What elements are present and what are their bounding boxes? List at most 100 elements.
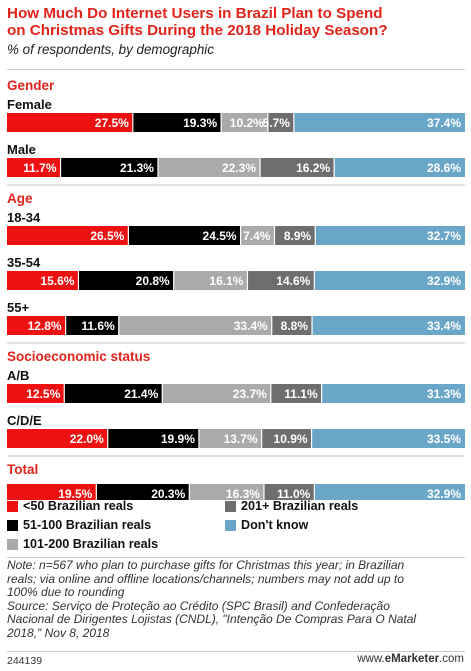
value-label-total-series-5: 32.9% — [427, 487, 461, 500]
value-label-55-series-4: 8.8% — [281, 319, 309, 333]
bar-female-series-5 — [293, 113, 465, 132]
legend-item-dont-know: Don't know — [225, 518, 308, 532]
bar-35-54-series-3 — [173, 271, 248, 290]
legend-label: 101-200 Brazilian reals — [23, 537, 159, 551]
bar-55-series-5 — [312, 316, 465, 335]
source-line: 2018," Nov 8, 2018 — [7, 625, 110, 640]
value-label-a-b-series-2: 21.4% — [124, 387, 158, 401]
legend: <50 Brazilian reals 51-100 Brazilian rea… — [7, 496, 467, 556]
bar-18-34-series-3 — [240, 226, 275, 245]
bar-35-54-series-4 — [247, 271, 315, 290]
bar-total-series-5 — [314, 484, 465, 500]
row-label-18-34: 18-34 — [7, 210, 41, 225]
group-header-total: Total — [7, 462, 38, 477]
top-divider — [7, 69, 465, 70]
value-label-18-34-series-3: 7.4% — [243, 229, 271, 243]
bar-a-b-series-1 — [7, 384, 65, 403]
bar-total-series-2 — [96, 484, 190, 500]
bar-55-series-3 — [118, 316, 272, 335]
bar-c-d-e-series-3 — [198, 429, 262, 448]
brand-url: www.eMarketer.com — [357, 653, 464, 665]
value-label-55-series-2: 11.6% — [81, 319, 115, 333]
legend-swatch — [7, 519, 18, 531]
bar-c-d-e-series-2 — [107, 429, 199, 448]
value-label-18-34-series-2: 24.5% — [203, 229, 237, 243]
footer-divider — [7, 651, 465, 652]
value-label-total-series-2: 20.3% — [151, 487, 185, 500]
value-label-a-b-series-4: 11.1% — [284, 387, 318, 401]
bar-female-series-1 — [7, 113, 133, 132]
chart-title: How Much Do Internet Users in Brazil Pla… — [7, 5, 467, 39]
value-label-c-d-e-series-2: 19.9% — [161, 432, 195, 446]
value-label-35-54-series-2: 20.8% — [136, 274, 170, 288]
value-label-a-b-series-1: 12.5% — [26, 387, 60, 401]
note-line: 100% due to rounding — [7, 585, 125, 600]
bar-35-54-series-2 — [78, 271, 174, 290]
value-label-35-54-series-1: 15.6% — [40, 274, 74, 288]
bar-18-34-series-5 — [315, 226, 465, 245]
value-label-male-series-3: 22.3% — [222, 161, 256, 175]
value-label-total-series-3: 16.3% — [226, 487, 260, 500]
value-label-male-series-4: 16.2% — [296, 161, 330, 175]
legend-item-101-200: 101-200 Brazilian reals — [7, 537, 158, 551]
bar-55-series-2 — [65, 316, 119, 335]
bar-male-series-5 — [334, 158, 465, 177]
bar-a-b-series-3 — [162, 384, 271, 403]
bar-55-series-1 — [7, 316, 66, 335]
row-label-55: 55+ — [7, 300, 29, 315]
chart-note: Note: n=567 who plan to purchase gifts f… — [7, 558, 467, 641]
bar-total-series-3 — [189, 484, 264, 500]
value-label-male-series-2: 21.3% — [120, 161, 154, 175]
legend-item-51-100: 51-100 Brazilian reals — [7, 518, 151, 532]
legend-item-201-plus: 201+ Brazilian reals — [225, 499, 358, 513]
chart-id: 244139 — [7, 655, 43, 667]
bar-a-b-series-5 — [321, 384, 465, 403]
value-label-55-series-1: 12.8% — [28, 319, 62, 333]
brand-prefix: www. — [357, 653, 385, 665]
bar-55-series-4 — [271, 316, 313, 335]
value-label-55-series-3: 33.4% — [234, 319, 268, 333]
bar-male-series-2 — [60, 158, 158, 177]
value-label-c-d-e-series-3: 13.7% — [224, 432, 258, 446]
bar-female-series-4 — [267, 113, 294, 132]
row-label-female: Female — [7, 97, 52, 112]
value-label-female-series-4: 5.7% — [263, 116, 291, 130]
value-label-female-series-1: 27.5% — [95, 116, 129, 130]
value-label-18-34-series-5: 32.7% — [427, 229, 461, 243]
legend-label: 51-100 Brazilian reals — [23, 518, 152, 532]
group-header-age: Age — [7, 191, 33, 206]
value-label-female-series-5: 37.4% — [427, 116, 461, 130]
group-header-socioeconomic-status: Socioeconomic status — [7, 349, 150, 364]
bar-a-b-series-4 — [270, 384, 322, 403]
row-label-c-d-e: C/D/E — [7, 413, 42, 428]
value-label-a-b-series-3: 23.7% — [233, 387, 267, 401]
legend-item-under-50: <50 Brazilian reals — [7, 499, 133, 513]
bar-female-series-3 — [221, 113, 268, 132]
value-label-18-34-series-4: 8.9% — [284, 229, 312, 243]
legend-swatch — [7, 538, 18, 550]
note-line: Note: n=567 who plan to purchase gifts f… — [7, 558, 405, 572]
bar-c-d-e-series-1 — [7, 429, 108, 448]
chart-subtitle: % of respondents, by demographic — [7, 42, 214, 57]
value-label-total-series-4: 11.0% — [277, 487, 311, 500]
value-label-c-d-e-series-5: 33.5% — [427, 432, 461, 446]
bar-male-series-4 — [260, 158, 335, 177]
legend-swatch — [225, 519, 236, 531]
value-label-female-series-3: 10.2% — [230, 116, 264, 130]
bar-a-b-series-2 — [64, 384, 163, 403]
bar-18-34-series-1 — [7, 226, 129, 245]
bar-35-54-series-1 — [7, 271, 79, 290]
bar-male-series-1 — [7, 158, 61, 177]
value-label-18-34-series-1: 26.5% — [90, 229, 124, 243]
value-label-35-54-series-3: 16.1% — [209, 274, 243, 288]
row-label-a-b: A/B — [7, 368, 29, 383]
value-label-male-series-5: 28.6% — [427, 161, 461, 175]
value-label-male-series-1: 11.7% — [23, 161, 57, 175]
title-line-2: on Christmas Gifts During the 2018 Holid… — [7, 22, 388, 39]
legend-label: 201+ Brazilian reals — [241, 499, 359, 513]
note-divider — [7, 557, 465, 558]
value-label-total-series-1: 19.5% — [58, 487, 92, 500]
legend-label: Don't know — [241, 518, 309, 532]
bar-c-d-e-series-5 — [311, 429, 465, 448]
bar-c-d-e-series-4 — [261, 429, 312, 448]
